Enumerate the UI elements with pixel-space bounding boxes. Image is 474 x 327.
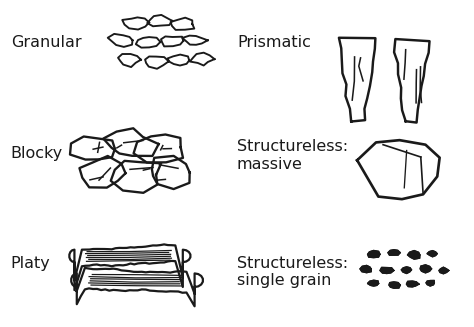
- Polygon shape: [368, 250, 380, 258]
- Polygon shape: [103, 128, 159, 156]
- Polygon shape: [190, 53, 215, 65]
- Text: Granular: Granular: [11, 35, 82, 50]
- Polygon shape: [69, 244, 191, 290]
- Polygon shape: [161, 36, 183, 46]
- Polygon shape: [147, 15, 172, 26]
- Polygon shape: [339, 38, 375, 122]
- Polygon shape: [122, 17, 149, 29]
- Polygon shape: [70, 136, 115, 160]
- Polygon shape: [389, 282, 400, 288]
- Text: Prismatic: Prismatic: [237, 35, 311, 50]
- Polygon shape: [71, 268, 203, 306]
- Polygon shape: [380, 267, 394, 273]
- Polygon shape: [401, 267, 411, 273]
- Polygon shape: [134, 134, 183, 163]
- Polygon shape: [388, 250, 400, 255]
- Polygon shape: [171, 18, 194, 30]
- Text: Blocky: Blocky: [11, 146, 63, 161]
- Text: Structureless:
massive: Structureless: massive: [237, 139, 348, 172]
- Polygon shape: [407, 281, 419, 287]
- Polygon shape: [367, 280, 379, 286]
- Polygon shape: [426, 281, 434, 286]
- Polygon shape: [118, 54, 141, 67]
- Polygon shape: [408, 250, 420, 259]
- Polygon shape: [80, 156, 126, 188]
- Text: Structureless:
single grain: Structureless: single grain: [237, 256, 348, 288]
- Text: Platy: Platy: [11, 256, 51, 271]
- Polygon shape: [108, 34, 133, 47]
- Polygon shape: [357, 140, 439, 199]
- Polygon shape: [152, 156, 190, 189]
- Polygon shape: [145, 57, 169, 69]
- Polygon shape: [360, 266, 371, 273]
- Polygon shape: [167, 55, 189, 65]
- Polygon shape: [111, 161, 161, 193]
- Polygon shape: [394, 39, 429, 123]
- Polygon shape: [136, 37, 160, 48]
- Polygon shape: [427, 251, 437, 257]
- Polygon shape: [420, 265, 431, 273]
- Polygon shape: [182, 36, 208, 45]
- Polygon shape: [439, 267, 449, 274]
